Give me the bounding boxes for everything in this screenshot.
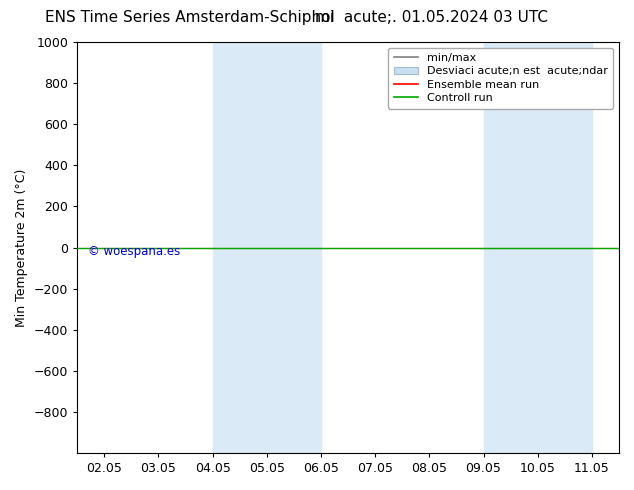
- Bar: [484, 42, 592, 453]
- Text: © woespana.es: © woespana.es: [88, 245, 180, 258]
- Text: mi  acute;. 01.05.2024 03 UTC: mi acute;. 01.05.2024 03 UTC: [314, 10, 548, 25]
- Text: ENS Time Series Amsterdam-Schiphol: ENS Time Series Amsterdam-Schiphol: [45, 10, 335, 25]
- Legend: min/max, Desviaci acute;n est  acute;ndar, Ensemble mean run, Controll run: min/max, Desviaci acute;n est acute;ndar…: [388, 48, 614, 109]
- Bar: [212, 42, 321, 453]
- Y-axis label: Min Temperature 2m (°C): Min Temperature 2m (°C): [15, 169, 28, 327]
